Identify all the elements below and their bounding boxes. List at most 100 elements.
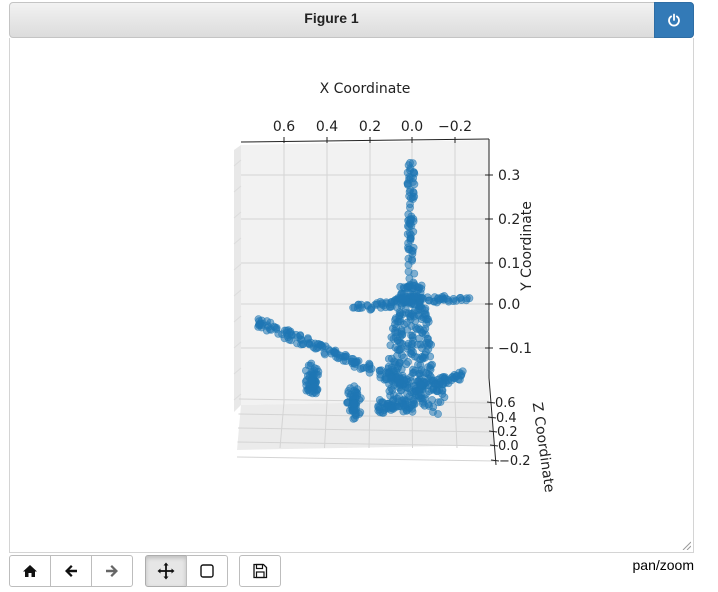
scatter-point [391, 320, 399, 329]
scatter-point [406, 194, 415, 203]
left-pane [234, 145, 241, 412]
left-wall-line [233, 211, 242, 219]
scatter-point [356, 408, 365, 417]
scatter-point [394, 362, 403, 371]
y-axis-label: Y Coordinate [519, 201, 535, 292]
tick-labels: 0.6 0.4 0.2 0.0 −0.20.30.20.10.0−0.10.60.40.… [273, 119, 532, 469]
scatter-point [393, 303, 402, 312]
window-title: Figure 1 [304, 10, 359, 26]
scatter-point [415, 283, 424, 292]
scatter-point [406, 220, 415, 228]
z-tick-label: 0.6 [495, 396, 516, 411]
scatter-point [417, 315, 426, 323]
scatter-point [299, 340, 308, 348]
3d-scatter-plot[interactable]: 0.6 0.4 0.2 0.0 −0.20.30.20.10.0−0.10.60.40.… [10, 38, 693, 552]
scatter-point [419, 397, 427, 406]
y-tick-label: 0.0 [498, 297, 520, 313]
back-button[interactable] [50, 555, 92, 587]
scatter-point [387, 333, 396, 342]
scatter-point [378, 398, 387, 407]
scatter-point [387, 374, 395, 383]
forward-button[interactable] [91, 555, 133, 587]
scatter-point [417, 381, 425, 389]
square-icon [200, 564, 214, 578]
scatter-point [341, 350, 350, 359]
left-wall-line [233, 315, 242, 323]
zoom-button[interactable] [186, 555, 228, 587]
y-tick-label: 0.1 [498, 256, 520, 272]
z-grid-line [237, 427, 494, 433]
arrow-left-icon [65, 565, 77, 577]
scatter-point [436, 295, 445, 304]
scatter-point [388, 396, 397, 405]
scatter-point [404, 239, 412, 247]
scatter-point [420, 306, 429, 314]
z-tick-mark [489, 444, 499, 447]
scatter-point [423, 341, 432, 350]
save-group [239, 555, 281, 587]
tools-group [145, 555, 228, 587]
x-tick-label: 0.4 [316, 119, 338, 135]
scatter-point [397, 327, 406, 336]
scatter-point [312, 371, 321, 379]
z-tick-label: 0.0 [498, 439, 519, 454]
scatter-point [302, 386, 311, 395]
x-floor-grid-line [279, 401, 285, 449]
scatter-point [431, 380, 440, 389]
save-button[interactable] [239, 555, 281, 587]
home-button[interactable] [9, 555, 51, 587]
power-icon [668, 13, 680, 27]
z-tick-label: 0.4 [496, 411, 517, 426]
scatter-point [272, 323, 281, 332]
scatter-point [409, 396, 418, 404]
y-tick-label: 0.3 [498, 168, 520, 184]
scatter-point [376, 408, 384, 417]
scatter-point [387, 354, 396, 363]
scatter-point [409, 243, 418, 252]
z-tick-label: −0.2 [499, 454, 531, 469]
x-axis-label: X Coordinate [320, 81, 411, 97]
scatter-point [403, 283, 412, 292]
scatter-point [419, 368, 427, 377]
x-floor-grid-line [454, 401, 458, 449]
scatter-point [409, 227, 418, 236]
scatter-point [254, 315, 263, 324]
pan-button[interactable] [145, 555, 187, 587]
scatter-point [439, 372, 448, 381]
figure-canvas[interactable]: 0.6 0.4 0.2 0.0 −0.2 0.3 0.2 0.1 0.0 −0.1 0.6 0.4 0.… [9, 38, 694, 553]
left-wall-line [233, 289, 242, 297]
home-icon [23, 565, 37, 577]
left-wall-line [233, 263, 242, 271]
scatter-points [254, 158, 474, 423]
scatter-point [403, 179, 412, 188]
x-floor-grid-line [368, 401, 371, 449]
x-floor-grid-line [324, 401, 328, 449]
scatter-point [426, 361, 435, 370]
scatter-point [353, 389, 362, 398]
left-wall-line [233, 367, 242, 375]
scatter-point [307, 338, 315, 347]
resize-grip-icon[interactable] [681, 540, 691, 550]
scatter-point [424, 296, 433, 305]
z-tick-mark [486, 401, 496, 404]
move-icon [157, 562, 175, 580]
z-grid-line [237, 441, 495, 447]
scatter-point [404, 210, 413, 219]
scatter-point [308, 376, 316, 384]
x-tick-label: 0.0 [401, 119, 423, 135]
scatter-point [350, 399, 359, 408]
close-figure-button[interactable] [654, 2, 694, 38]
x-axis-line [240, 138, 490, 143]
scatter-point [432, 387, 441, 396]
scatter-point [287, 330, 296, 339]
scatter-point [438, 379, 447, 388]
left-wall-line [233, 159, 242, 167]
scatter-point [405, 187, 414, 196]
arrow-right-icon [106, 565, 118, 577]
scatter-point [330, 348, 339, 356]
y-tick-label: −0.1 [498, 341, 532, 357]
status-text: pan/zoom [632, 557, 694, 573]
left-wall-line [233, 185, 242, 193]
x-tick-label: 0.6 [273, 119, 295, 135]
scatter-point [452, 296, 460, 305]
